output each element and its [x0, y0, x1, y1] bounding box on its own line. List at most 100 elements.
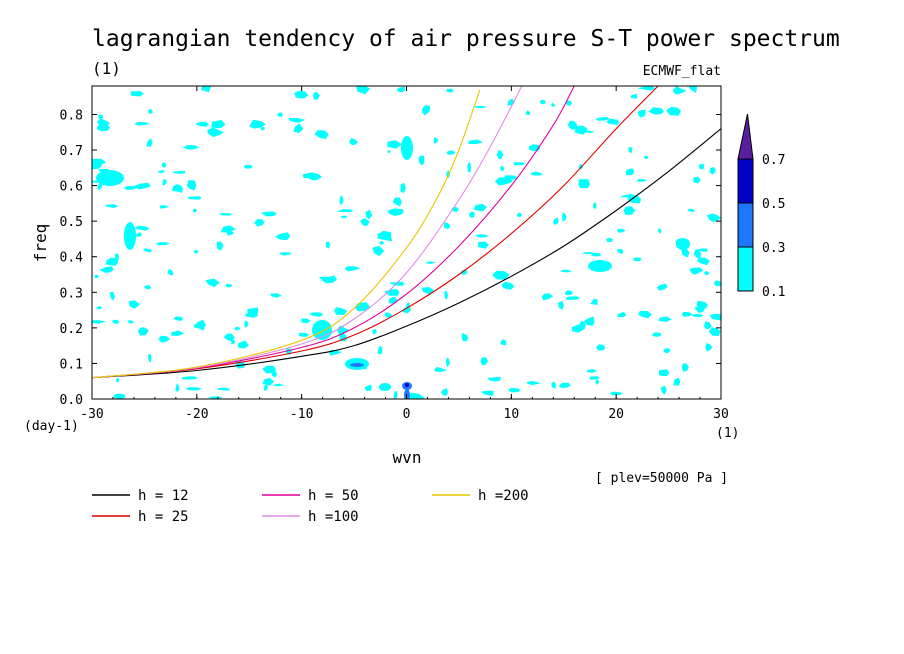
contour-blob [551, 381, 556, 389]
contour-blob [713, 280, 721, 286]
contour-blob [384, 289, 400, 296]
contour-blob [425, 261, 436, 264]
contour-blob [339, 332, 348, 342]
contour-blob [693, 176, 701, 184]
contour-blob [501, 281, 515, 290]
contour-blob [159, 205, 170, 209]
contour-blob [133, 122, 150, 126]
contour-blob [98, 114, 104, 119]
contour-blob [162, 179, 167, 186]
contour-blob [589, 376, 600, 380]
contour-blob [595, 379, 600, 385]
contour-blob [681, 248, 690, 258]
contour-blob [96, 305, 102, 310]
contour-blob [478, 241, 489, 249]
contour-blob [693, 249, 702, 260]
contour-blob [492, 270, 510, 280]
contour-blob [205, 278, 220, 288]
contour-blob [616, 248, 624, 255]
contour-blob [525, 110, 531, 116]
contour-blob [531, 171, 544, 176]
contour-blob [105, 257, 118, 266]
contour-blob [434, 366, 448, 372]
contour-blob [288, 118, 306, 123]
units-label: (1) [92, 59, 121, 78]
contour-blob [496, 150, 504, 159]
contour-blob [595, 344, 606, 351]
contour-blob [325, 241, 331, 249]
contour-blob [703, 271, 710, 276]
contour-blob [636, 179, 648, 182]
y-unit-label: (day-1) [24, 419, 79, 434]
contour-blob [593, 202, 597, 210]
dataset-label: ECMWF_flat [643, 64, 721, 79]
y-tick-label: 0.5 [60, 215, 83, 230]
contour-blob [480, 357, 489, 366]
contour-blob [137, 327, 149, 336]
contour-blob [231, 339, 235, 345]
contour-blob [526, 380, 541, 385]
contour-blob [262, 365, 276, 374]
colorbar-label: 0.3 [762, 241, 785, 256]
x-tick-label: 10 [504, 407, 520, 422]
contour-blob [588, 260, 612, 272]
contour-blob [574, 125, 588, 135]
contour-blob [445, 357, 450, 368]
contour-blob [124, 222, 136, 250]
plot-frame [91, 85, 722, 400]
contour-blob [225, 284, 233, 288]
contour-blob [112, 319, 120, 324]
contour-blob [269, 293, 282, 298]
contour-blob [652, 332, 662, 337]
contour-blob [92, 320, 107, 324]
contour-blob [254, 218, 265, 227]
contour-blob [637, 86, 655, 91]
legend-label: h = 50 [308, 488, 359, 504]
y-tick-label: 0.1 [60, 357, 83, 372]
contour-blob [372, 329, 377, 335]
contour-blob [628, 147, 633, 154]
contour-blob [400, 182, 406, 193]
contour-blob [301, 318, 311, 324]
contour-blob [294, 90, 309, 99]
contour-blob [440, 388, 448, 396]
y-tick-label: 0.0 [60, 393, 83, 408]
colorbar: 0.1 0.3 0.5 0.7 [737, 113, 785, 300]
contour-blob [691, 313, 704, 318]
contour-blob [480, 390, 494, 396]
contour-blob [392, 197, 402, 207]
x-tick-label: -30 [80, 407, 103, 422]
contour-blob [583, 252, 597, 254]
contour-blob [197, 319, 206, 331]
series-line [92, 86, 575, 379]
contour-blob [583, 316, 595, 326]
contour-blob [293, 123, 304, 133]
contour-blob [201, 86, 212, 93]
contour-blob [541, 293, 554, 301]
contour-blob [468, 139, 484, 145]
contour-blob [578, 179, 591, 189]
contour-blob [467, 162, 472, 173]
contour-blob [617, 311, 627, 318]
contour-blob [610, 391, 624, 396]
contour-blob [586, 369, 598, 373]
x-unit-label: (1) [716, 426, 739, 441]
contour-blob [633, 257, 642, 262]
series-line [92, 86, 659, 379]
contour-blob [276, 112, 283, 118]
contour-blob [616, 228, 626, 233]
contour-blob [134, 225, 150, 231]
contour-blob [109, 291, 115, 301]
contour-blob [606, 237, 614, 243]
contour-blob [298, 332, 309, 337]
contour-blob [271, 371, 278, 378]
contour-blob [158, 335, 170, 343]
x-axis-title: wvn [393, 448, 422, 467]
contour-blob [360, 218, 370, 227]
contour-blob [321, 275, 337, 284]
contour-blob [158, 170, 165, 173]
contour-blob [421, 105, 430, 116]
contour-blob [418, 155, 425, 166]
contour-blob [696, 257, 710, 266]
contour-blob [564, 290, 573, 296]
